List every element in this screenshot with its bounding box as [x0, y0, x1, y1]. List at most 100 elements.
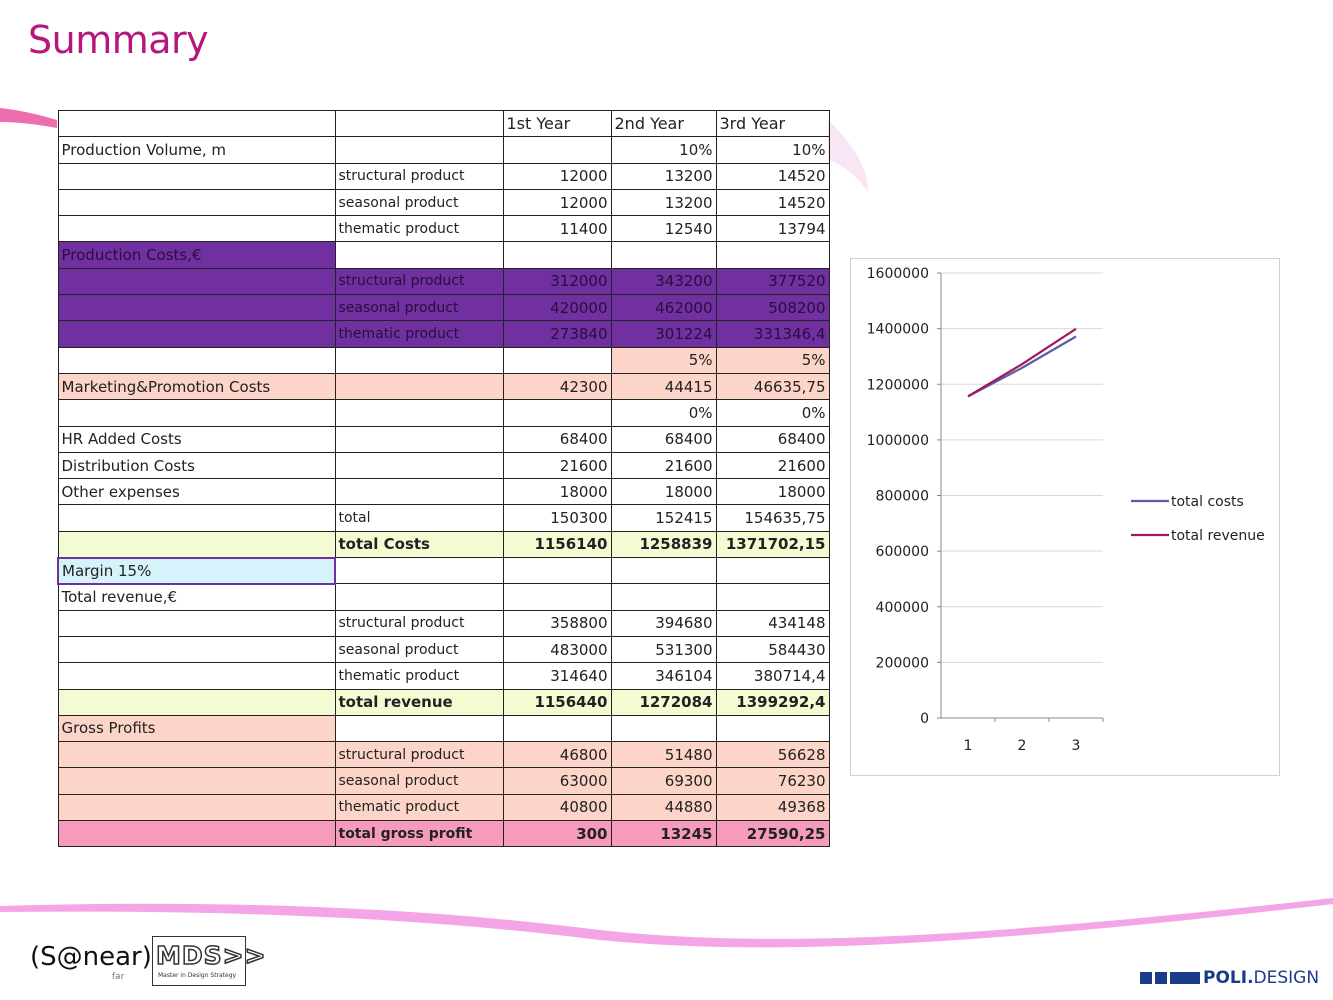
table-cell: [715, 241, 830, 269]
table-cell: [502, 346, 612, 374]
table-cell: Other expenses: [57, 478, 336, 506]
table-row: seasonal product 420000 462000 508200: [57, 294, 830, 322]
table-cell: thematic product: [334, 662, 504, 690]
table-cell: 63000: [502, 767, 612, 795]
table-cell: 5%: [610, 346, 717, 374]
table-cell: 531300: [610, 635, 717, 664]
table-row: thematic product 40800 44880 49368: [57, 793, 830, 822]
y-tick-label: 1000000: [867, 433, 929, 449]
table-row: thematic product 314640 346104 380714,4: [57, 662, 830, 690]
table-cell: 312000: [502, 267, 612, 296]
table-cell: Gross Profits: [57, 714, 336, 743]
table-cell: 0%: [610, 399, 717, 427]
table-cell: [57, 504, 336, 532]
table-cell: [502, 714, 612, 743]
table-cell: 394680: [610, 609, 717, 637]
table-cell: 49368: [715, 793, 830, 822]
table-cell: 420000: [502, 294, 612, 322]
y-tick-label: 1200000: [867, 377, 929, 393]
table-cell: 462000: [610, 294, 717, 322]
table-cell: thematic product: [334, 793, 504, 822]
table-cell: total Costs: [334, 530, 504, 559]
series-line-total-revenue: [967, 327, 1077, 398]
table-cell: [715, 557, 830, 585]
table-cell: 14520: [715, 188, 830, 217]
table-row: Distribution Costs 21600 21600 21600: [57, 451, 830, 480]
table-cell: [502, 583, 612, 611]
table-cell: [334, 346, 504, 374]
table-cell: 331346,4: [715, 320, 830, 348]
y-tick-label: 1400000: [867, 322, 929, 338]
table-cell: 56628: [715, 741, 830, 769]
table-cell: 13200: [610, 188, 717, 217]
table-cell: 1156440: [502, 688, 612, 716]
polidesign-logo-bold: POLI.: [1203, 968, 1254, 988]
table-cell: total: [334, 504, 504, 532]
series-line-total-costs: [967, 335, 1077, 398]
table-cell: 377520: [715, 267, 830, 296]
table-cell: 18000: [715, 478, 830, 506]
table-cell: 150300: [502, 504, 612, 532]
table-cell: [334, 451, 504, 480]
table-cell: [57, 688, 336, 716]
line-chart: 0 200000 400000 600000 800000 1000000 1200000 1…: [850, 258, 1280, 776]
table-cell: [57, 635, 336, 664]
table-cell: 358800: [502, 609, 612, 637]
table-cell: total gross profit: [334, 820, 504, 848]
table-row: 5% 5%: [57, 346, 830, 374]
table-cell: 300: [502, 820, 612, 848]
summary-table: 1st Year 2nd Year 3rd Year Production Volum…: [57, 109, 830, 848]
table-cell: 21600: [610, 451, 717, 480]
table-cell: 27590,25: [715, 820, 830, 848]
table-cell: 301224: [610, 320, 717, 348]
table-cell: 152415: [610, 504, 717, 532]
table-cell: 343200: [610, 267, 717, 296]
table-cell: [57, 793, 336, 822]
table-cell: structural product: [334, 609, 504, 637]
table-row: HR Added Costs 68400 68400 68400: [57, 425, 830, 453]
table-cell: 40800: [502, 793, 612, 822]
table-cell: 10%: [610, 136, 717, 164]
logo-block-icon: [1170, 972, 1200, 984]
table-cell: structural product: [334, 741, 504, 769]
table-cell: [57, 767, 336, 795]
table-cell: [57, 294, 336, 322]
table-cell: [610, 557, 717, 585]
table-row: seasonal product 63000 69300 76230: [57, 767, 830, 795]
table-cell: 12000: [502, 188, 612, 217]
table-cell: [334, 714, 504, 743]
table-row: 0% 0%: [57, 399, 830, 427]
table-cell: 21600: [502, 451, 612, 480]
table-cell: [502, 136, 612, 164]
table-cell: 44415: [610, 372, 717, 401]
table-row: thematic product 273840 301224 331346,4: [57, 320, 830, 348]
table-header-cell: 2nd Year: [610, 109, 717, 138]
table-row: total gross profit 300 13245 27590,25: [57, 820, 830, 848]
table-row: Gross Profits: [57, 714, 830, 743]
table-cell: [334, 241, 504, 269]
table-cell: 12000: [502, 162, 612, 190]
table-header-cell: 1st Year: [502, 109, 612, 138]
y-tick-label: 200000: [876, 655, 929, 671]
mds-logo-text: MDS>>: [155, 940, 267, 971]
table-cell: [610, 241, 717, 269]
table-row: Other expenses 18000 18000 18000: [57, 478, 830, 506]
table-cell: [57, 530, 336, 559]
table-row: Total revenue,€: [57, 583, 830, 611]
table-cell: Distribution Costs: [57, 451, 336, 480]
table-cell: [57, 741, 336, 769]
table-cell: thematic product: [334, 215, 504, 243]
table-cell: [334, 583, 504, 611]
table-cell: 584430: [715, 635, 830, 664]
table-cell: 13245: [610, 820, 717, 848]
table-cell: [57, 188, 336, 217]
table-cell: 0%: [715, 399, 830, 427]
table-cell: 68400: [715, 425, 830, 453]
table-row: structural product 358800 394680 434148: [57, 609, 830, 637]
y-tick-label: 600000: [876, 544, 929, 560]
table-cell: 51480: [610, 741, 717, 769]
legend-label: total revenue: [1171, 528, 1265, 544]
table-row: structural product 12000 13200 14520: [57, 162, 830, 190]
table-cell: Marketing&Promotion Costs: [57, 372, 336, 401]
